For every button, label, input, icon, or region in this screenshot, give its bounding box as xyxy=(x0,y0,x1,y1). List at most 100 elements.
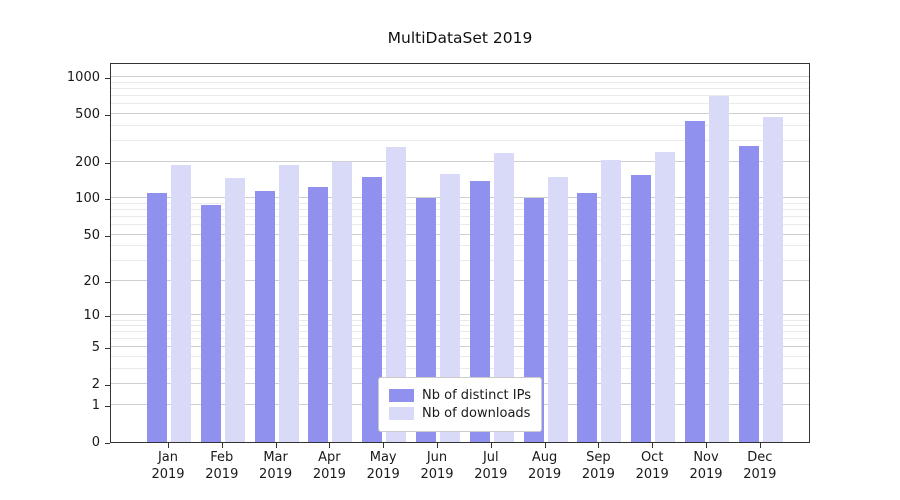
y-tick-label: 20 xyxy=(83,274,100,290)
y-tick-mark xyxy=(105,78,110,80)
x-tick-mark xyxy=(168,443,169,448)
gridline-minor xyxy=(111,259,809,261)
legend-item: Nb of distinct IPs xyxy=(389,388,531,403)
gridline-minor xyxy=(111,82,809,84)
legend-swatch-downloads xyxy=(389,407,415,420)
y-tick-mark xyxy=(105,163,110,165)
gridline-major xyxy=(111,346,809,348)
gridline-minor xyxy=(111,103,809,105)
bar-nb-of-downloads xyxy=(601,159,622,442)
x-tick-mark xyxy=(383,443,385,448)
bar-nb-of-downloads xyxy=(709,96,729,442)
bar-nb-of-downloads xyxy=(171,164,191,442)
bar-nb-of-distinct-ips xyxy=(631,174,652,442)
y-tick-mark xyxy=(105,282,110,284)
y-tick-mark xyxy=(105,199,110,201)
x-tick-label: Dec 2019 xyxy=(743,450,777,482)
bar-nb-of-downloads xyxy=(278,164,299,442)
y-tick-label: 5 xyxy=(91,340,100,356)
gridline-major xyxy=(111,112,809,114)
gridline-minor xyxy=(111,139,809,141)
y-tick-mark xyxy=(105,443,110,444)
y-tick-label: 0 xyxy=(91,435,100,450)
y-tick-label: 2 xyxy=(91,377,100,393)
y-tick-mark xyxy=(105,114,110,116)
y-tick-label: 1000 xyxy=(66,70,100,86)
gridline-minor xyxy=(111,209,809,211)
gridline-minor xyxy=(111,202,809,204)
y-tick-mark xyxy=(105,385,110,387)
x-tick-label: Sep 2019 xyxy=(581,450,615,482)
bar-nb-of-downloads xyxy=(332,162,353,442)
x-tick-mark xyxy=(652,443,654,448)
legend-swatch-distinct-ips xyxy=(389,389,415,402)
bar-nb-of-downloads xyxy=(655,151,676,442)
legend-item: Nb of downloads xyxy=(389,406,531,421)
bar-nb-of-distinct-ips xyxy=(738,146,759,442)
gridline-minor xyxy=(111,95,809,97)
y-tick-mark xyxy=(105,235,110,237)
gridline-minor xyxy=(111,245,809,247)
legend: Nb of distinct IPs Nb of downloads xyxy=(378,377,542,432)
bar-nb-of-distinct-ips xyxy=(200,205,221,442)
bar-nb-of-downloads xyxy=(493,152,514,442)
bar-nb-of-distinct-ips xyxy=(469,180,490,442)
x-tick-label: Oct 2019 xyxy=(635,450,669,482)
gridline-major xyxy=(111,76,809,78)
legend-label-distinct-ips: Nb of distinct IPs xyxy=(422,388,531,403)
x-tick-label: Jun 2019 xyxy=(420,450,454,482)
bar-nb-of-downloads xyxy=(547,177,568,442)
x-tick-mark xyxy=(490,443,492,448)
x-tick-mark xyxy=(598,443,600,448)
y-tick-mark xyxy=(105,316,110,318)
y-tick-label: 10 xyxy=(83,308,100,324)
x-tick-mark xyxy=(221,443,223,448)
bar-nb-of-distinct-ips xyxy=(147,192,167,442)
chart-title: MultiDataSet 2019 xyxy=(387,29,533,47)
x-tick-label: May 2019 xyxy=(366,450,400,482)
gridline-major xyxy=(111,161,809,163)
bar-nb-of-distinct-ips xyxy=(362,177,383,442)
y-tick-label: 500 xyxy=(75,106,100,122)
gridline-minor xyxy=(111,124,809,126)
x-tick-mark xyxy=(437,443,438,448)
x-tick-mark xyxy=(329,443,331,448)
x-tick-label: Mar 2019 xyxy=(259,450,293,482)
gridline-minor xyxy=(111,319,809,321)
gridline-major xyxy=(111,314,809,316)
gridline-minor xyxy=(111,338,809,340)
y-tick-mark xyxy=(105,348,110,350)
y-tick-label: 200 xyxy=(75,155,100,171)
gridline-major xyxy=(111,233,809,235)
x-tick-label: Apr 2019 xyxy=(312,450,346,482)
bar-nb-of-distinct-ips xyxy=(254,191,275,442)
y-tick-mark xyxy=(105,406,110,408)
x-tick-mark xyxy=(706,443,707,448)
x-tick-mark xyxy=(544,443,546,448)
x-tick-label: Feb 2019 xyxy=(205,450,239,482)
plot-area: Nb of distinct IPs Nb of downloads xyxy=(110,63,810,443)
y-tick-label: 50 xyxy=(83,227,100,243)
gridline-major xyxy=(111,197,809,199)
bar-nb-of-distinct-ips xyxy=(685,121,705,442)
x-tick-label: Jan 2019 xyxy=(151,450,185,482)
gridline-minor xyxy=(111,224,809,226)
y-tick-label: 1 xyxy=(91,398,100,414)
bar-nb-of-downloads xyxy=(762,117,783,442)
gridline-minor xyxy=(111,356,809,358)
bar-nb-of-downloads xyxy=(386,147,407,442)
gridline-minor xyxy=(111,325,809,327)
bar-nb-of-distinct-ips xyxy=(577,192,598,442)
x-tick-mark xyxy=(759,443,761,448)
bar-layer xyxy=(111,64,809,442)
x-tick-mark xyxy=(275,443,277,448)
x-tick-label: Jul 2019 xyxy=(474,450,508,482)
x-tick-label: Aug 2019 xyxy=(528,450,562,482)
legend-label-downloads: Nb of downloads xyxy=(422,406,531,421)
gridline-minor xyxy=(111,216,809,218)
gridline-major xyxy=(111,280,809,282)
y-tick-label: 100 xyxy=(75,191,100,207)
bar-nb-of-distinct-ips xyxy=(308,186,329,442)
x-tick-label: Nov 2019 xyxy=(689,450,723,482)
gridline-minor xyxy=(111,367,809,369)
